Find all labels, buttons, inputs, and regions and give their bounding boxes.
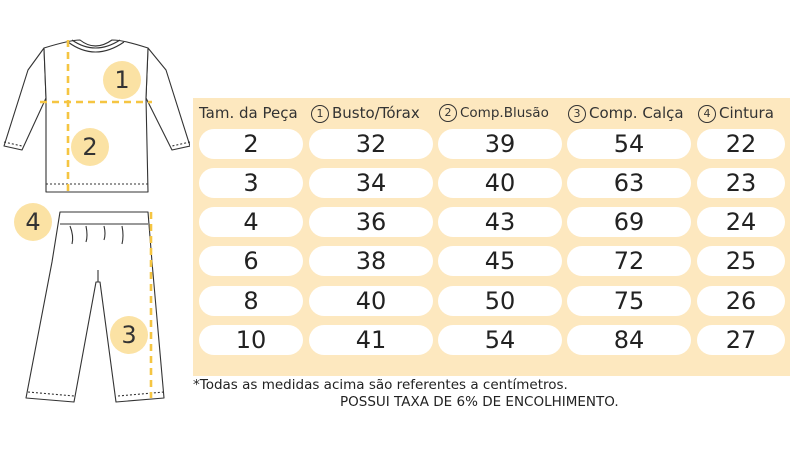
marker-3: 3 [110,316,148,354]
header-bust: 1 Busto/Tórax [311,104,420,123]
shrinkage-note: POSSUI TAXA DE 6% DE ENCOLHIMENTO. [340,394,619,410]
header-pants-length: 3 Comp. Calça [568,104,684,123]
cell-pants-length: 75 [567,286,691,316]
cell-pants-length: 54 [567,129,691,159]
header-number-icon: 4 [698,105,716,123]
measurement-guides [40,40,153,398]
marker-2: 2 [71,128,109,166]
cell-size: 10 [199,325,303,355]
cell-shirt-length: 54 [438,325,562,355]
header-label: Cintura [719,104,774,122]
cell-waist: 23 [697,168,785,198]
header-size: Tam. da Peça [199,104,298,122]
header-shirt-length: 2 Comp.Blusão [439,104,549,122]
cell-shirt-length: 45 [438,246,562,276]
header-waist: 4 Cintura [698,104,774,123]
cell-size: 6 [199,246,303,276]
cell-pants-length: 69 [567,207,691,237]
marker-1: 1 [103,61,141,99]
cell-shirt-length: 39 [438,129,562,159]
header-label: Busto/Tórax [332,104,420,122]
cell-size: 4 [199,207,303,237]
cell-shirt-length: 43 [438,207,562,237]
cell-bust: 40 [309,286,433,316]
header-label: Tam. da Peça [199,104,298,122]
cell-shirt-length: 40 [438,168,562,198]
cell-waist: 27 [697,325,785,355]
marker-4: 4 [14,203,52,241]
shirt-drawing [3,39,190,193]
units-note: *Todas as medidas acima são referentes a… [193,377,568,393]
pants-drawing [25,211,165,403]
cell-waist: 22 [697,129,785,159]
cell-waist: 26 [697,286,785,316]
cell-bust: 34 [309,168,433,198]
cell-pants-length: 72 [567,246,691,276]
cell-bust: 41 [309,325,433,355]
cell-bust: 38 [309,246,433,276]
cell-shirt-length: 50 [438,286,562,316]
header-number-icon: 2 [439,104,457,122]
header-number-icon: 1 [311,105,329,123]
header-number-icon: 3 [568,105,586,123]
pajama-illustration [3,39,190,403]
cell-waist: 25 [697,246,785,276]
cell-pants-length: 84 [567,325,691,355]
cell-pants-length: 63 [567,168,691,198]
cell-waist: 24 [697,207,785,237]
cell-bust: 36 [309,207,433,237]
header-label: Comp. Calça [589,104,684,122]
cell-size: 3 [199,168,303,198]
cell-size: 2 [199,129,303,159]
cell-size: 8 [199,286,303,316]
cell-bust: 32 [309,129,433,159]
header-label: Comp.Blusão [460,105,549,121]
